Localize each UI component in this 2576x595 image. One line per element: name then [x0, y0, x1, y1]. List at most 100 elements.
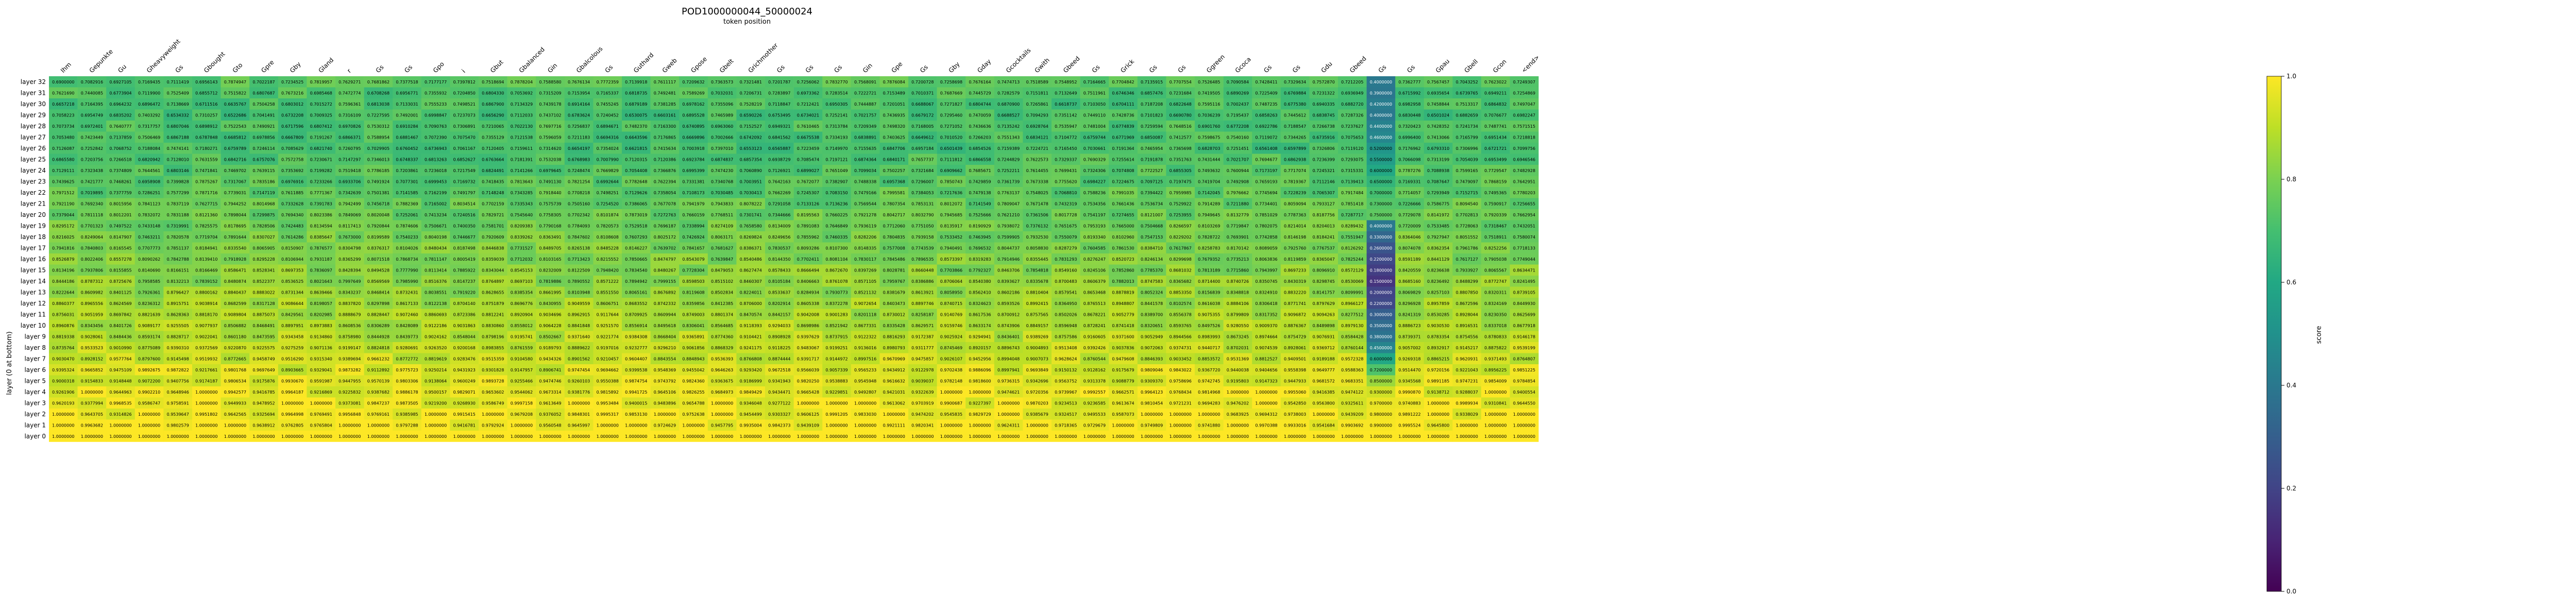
cell-value-label: 0.7226666: [1398, 201, 1420, 206]
heatmap-cell: [507, 121, 536, 132]
cell-value-label: 0.9227397: [969, 401, 991, 405]
heatmap-cell: [1080, 98, 1109, 110]
heatmap-cell: [1423, 165, 1453, 176]
cell-value-label: 0.9572328: [1341, 356, 1363, 361]
heatmap-cell: [822, 276, 852, 287]
heatmap-cell: [1338, 87, 1367, 99]
heatmap-cell: [593, 187, 622, 198]
heatmap-cell: [307, 364, 336, 376]
heatmap-cell: [1195, 242, 1224, 254]
heatmap-cell: [1481, 397, 1510, 409]
heatmap-cell: [479, 87, 507, 99]
heatmap-cell: [822, 342, 852, 353]
heatmap-cell: [1452, 353, 1482, 365]
cell-value-label: 0.7921278: [854, 213, 876, 217]
cell-value-label: 0.9138064: [425, 379, 447, 383]
cell-value-label: 0.8740726: [1227, 279, 1249, 284]
heatmap-cell: [163, 409, 193, 420]
heatmap-cell: [421, 331, 450, 343]
heatmap-cell: [1481, 353, 1510, 365]
cell-value-label: 0.8897951: [281, 324, 303, 328]
heatmap-cell: [1395, 298, 1425, 309]
cell-value-label: 0.7424483: [281, 224, 303, 228]
cell-value-label: 0.9293420: [740, 368, 762, 372]
heatmap-cell: [307, 276, 336, 287]
cell-value-label: 0.8198057: [310, 301, 332, 306]
cell-value-label: 0.7849069: [338, 213, 361, 217]
heatmap-cell: [1338, 264, 1367, 276]
cell-value-label: 0.9160605: [1083, 334, 1106, 339]
cell-value-label: 0.8122509: [568, 268, 590, 273]
heatmap-cell: [1423, 176, 1453, 188]
cell-value-label: 0.8306418: [1255, 301, 1277, 306]
cell-value-label: 0.7943997: [1255, 268, 1277, 273]
cell-value-label: 0.8012201: [109, 213, 131, 217]
heatmap-cell: [278, 342, 307, 353]
heatmap-cell: [106, 176, 135, 188]
cell-value-label: 0.7287326: [1341, 113, 1363, 117]
heatmap-cell: [479, 286, 507, 298]
cell-value-label: 0.7767537: [1313, 246, 1335, 250]
heatmap-cell: [278, 87, 307, 99]
cell-value-label: 0.7729078: [1398, 213, 1420, 217]
cell-value-label: 0.7611885: [281, 191, 303, 195]
cell-value-label: 0.9033452: [1170, 356, 1192, 361]
cell-value-label: 0.8706000: [740, 301, 762, 306]
heatmap-cell: [421, 209, 450, 220]
heatmap-cell: [249, 419, 279, 431]
cell-value-label: 0.2000000: [1370, 290, 1392, 295]
heatmap-cell: [106, 154, 135, 165]
heatmap-cell: [1452, 187, 1482, 198]
cell-value-label: 0.8052324: [1141, 290, 1163, 295]
cell-value-label: 0.8324623: [969, 301, 991, 306]
heatmap-cell: [134, 431, 164, 442]
cell-value-label: 0.7419505: [1198, 91, 1220, 95]
heatmap-cell: [1080, 431, 1109, 442]
cell-value-label: 0.7224675: [1112, 179, 1134, 184]
heatmap-cell: [908, 375, 937, 387]
y-tick-label: layer 8: [24, 344, 46, 351]
heatmap-cell: [1195, 431, 1224, 442]
heatmap-cell: [1338, 231, 1367, 243]
cell-value-label: 0.8579541: [1055, 290, 1077, 295]
heatmap-cell: [163, 364, 193, 376]
cell-value-label: 0.6565887: [768, 146, 790, 151]
cell-value-label: 0.7501381: [367, 191, 389, 195]
cell-value-label: 0.7599165: [1456, 168, 1478, 173]
cell-value-label: 0.7381285: [654, 102, 676, 107]
cell-value-label: 0.7622394: [654, 179, 676, 184]
heatmap-cell: [822, 298, 852, 309]
cell-value-label: 0.9145217: [1456, 346, 1478, 350]
heatmap-cell: [793, 176, 823, 188]
cell-value-label: 0.9739967: [1055, 390, 1077, 395]
cell-value-label: 0.9371493: [1484, 356, 1506, 361]
cell-value-label: 0.7212421: [797, 102, 819, 107]
heatmap-cell: [1195, 121, 1224, 132]
cell-value-label: 0.6957184: [911, 146, 934, 151]
heatmap-cell: [106, 286, 135, 298]
cell-value-label: 0.6879189: [625, 102, 647, 107]
heatmap-cell: [994, 131, 1023, 143]
cell-value-label: 0.6643596: [625, 135, 647, 140]
heatmap-cell: [879, 298, 909, 309]
x-tick-label: Gs: [1091, 63, 1101, 74]
cell-value-label: 0.7022130: [511, 124, 533, 129]
heatmap-cell: [1452, 109, 1482, 121]
heatmap-cell: [134, 331, 164, 343]
cell-value-label: 0.9648946: [167, 390, 189, 395]
heatmap-cell: [1195, 375, 1224, 387]
cell-value-label: 0.7103050: [1083, 102, 1106, 107]
cell-value-label: 0.9891185: [1427, 379, 1449, 383]
heatmap-cell: [278, 276, 307, 287]
cell-value-label: 0.7498521: [453, 102, 476, 107]
heatmap-cell: [564, 154, 594, 165]
cell-value-label: 0.9848301: [568, 412, 590, 417]
heatmap-cell: [650, 309, 680, 320]
cell-value-label: 1.0000000: [52, 423, 74, 428]
heatmap-cell: [106, 364, 135, 376]
heatmap-cell: [851, 253, 880, 265]
heatmap-cell: [249, 331, 279, 343]
heatmap-cell: [335, 276, 364, 287]
cell-value-label: 0.7021707: [1227, 157, 1249, 162]
cell-value-label: 0.6803012: [281, 102, 303, 107]
